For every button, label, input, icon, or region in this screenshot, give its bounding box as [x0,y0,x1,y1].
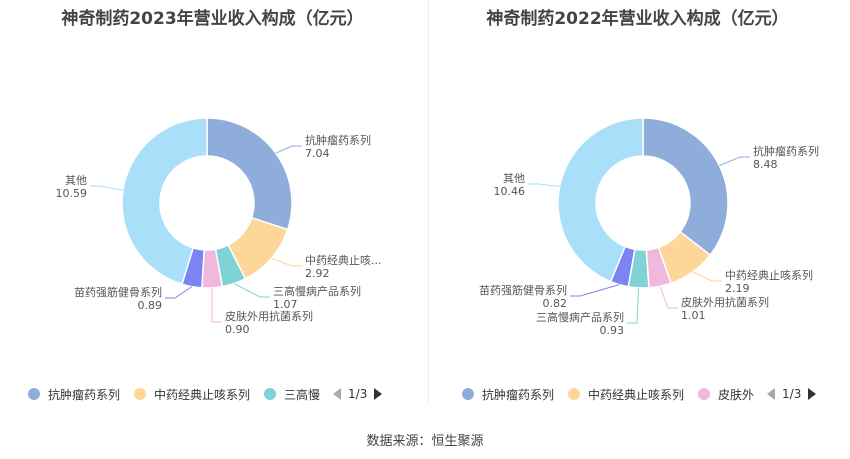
label-leader-line [659,286,678,309]
slice-value-label: 1.01 [681,309,706,322]
slice-value-label: 0.90 [225,323,250,336]
label-leader-line [233,283,270,298]
label-leader-line [211,287,222,323]
slice-label: 其他 [65,174,87,187]
prev-page-icon[interactable] [767,388,776,400]
legend-label: 抗肿瘤药系列 [482,387,555,402]
donut-slice[interactable] [121,117,208,286]
legend-pager: 1/3 [326,387,389,401]
legend-item[interactable]: 中药经典止咳系列 [134,386,250,403]
slice-label: 三高慢病产品系列 [273,284,361,298]
prev-page-icon[interactable] [333,388,342,400]
legend-item[interactable]: 三高慢 [264,386,320,403]
label-leader-line [719,156,750,167]
donut-slice[interactable] [627,248,650,289]
legend-page-indicator: 1/3 [348,387,368,401]
legend-page-indicator: 1/3 [782,387,802,401]
slice-label: 苗药强筋健骨系列 [479,283,567,297]
slice-value-label: 8.48 [753,158,778,171]
slice-label: 抗肿瘤药系列 [305,133,371,147]
label-leader-line [271,257,302,267]
donut-slice[interactable] [657,230,712,285]
donut-slice[interactable] [557,117,644,283]
legend-dot [568,388,581,400]
label-leader-line [570,284,620,297]
legend-pager: 1/3 [760,387,823,401]
slice-label: 皮肤外用抗菌系列 [681,295,769,309]
slice-value-label: 0.89 [138,299,163,312]
legend-dot [698,388,711,400]
label-leader-line [692,271,722,282]
slice-value-label: 10.59 [56,187,88,200]
slice-label: 抗肿瘤药系列 [753,144,819,158]
chart-title-2022: 神奇制药2022年营业收入构成（亿元） [486,9,789,29]
legend-dot [462,388,474,400]
next-page-icon[interactable] [374,388,383,400]
donut-slice[interactable] [206,117,293,231]
legend-item[interactable]: 抗肿瘤药系列 [462,386,554,403]
legend-label: 抗肿瘤药系列 [48,387,121,402]
slice-value-label: 7.04 [305,147,330,160]
legend-2023: 抗肿瘤药系列 中药经典止咳系列 三高慢 1/3 [28,384,389,404]
label-leader-line [627,287,640,324]
panel-divider [428,0,429,405]
legend-dot [28,388,40,400]
legend-dot [134,388,147,400]
slice-label: 皮肤外用抗菌系列 [225,309,313,323]
legend-dot [264,388,277,400]
legend-label: 皮肤外 [718,387,755,402]
slice-label: 三高慢病产品系列 [536,310,624,324]
slice-label: 苗药强筋健骨系列 [74,285,162,299]
slice-value-label: 10.46 [494,185,526,198]
donut-slice[interactable] [645,246,672,289]
donut-slice[interactable] [642,117,729,257]
donut-slice[interactable] [609,245,636,288]
slice-label: 其他 [503,172,525,185]
data-source-note: 数据来源：恒生聚源 [366,434,484,449]
legend-item[interactable]: 中药经典止咳系列 [568,386,684,403]
chart-title-2023: 神奇制药2023年营业收入构成（亿元） [61,9,364,29]
label-leader-line [90,185,124,191]
slice-value-label: 0.82 [543,297,568,310]
label-leader-line [528,183,560,188]
label-leader-line [165,286,193,299]
legend-label: 中药经典止咳系列 [154,387,251,402]
next-page-icon[interactable] [808,388,817,400]
slice-label: 中药经典止咳系列 [725,268,813,282]
legend-2022: 抗肿瘤药系列 中药经典止咳系列 皮肤外 1/3 [462,384,823,404]
slice-value-label: 0.93 [600,324,625,337]
legend-item[interactable]: 抗肿瘤药系列 [28,386,120,403]
legend-label: 三高慢 [284,387,321,402]
label-leader-line [275,145,302,154]
slice-value-label: 1.07 [273,298,298,311]
legend-item[interactable]: 皮肤外 [698,386,754,403]
slice-value-label: 2.19 [725,282,750,295]
legend-label: 中药经典止咳系列 [588,387,685,402]
slice-value-label: 2.92 [305,267,330,280]
slice-label: 中药经典止咳... [305,253,382,267]
